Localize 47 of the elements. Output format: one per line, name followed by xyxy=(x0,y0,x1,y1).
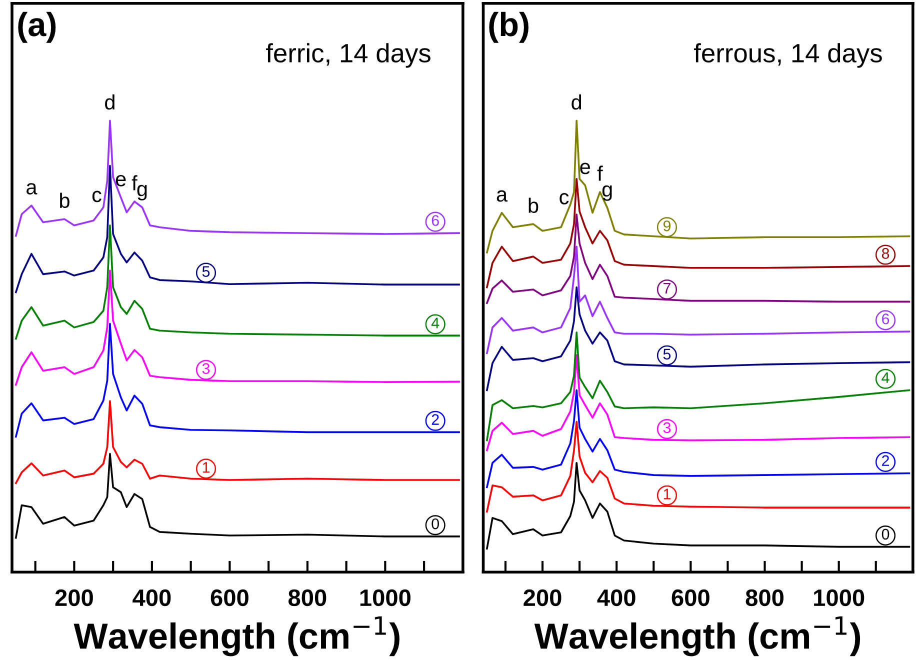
x-tick-label: 400 xyxy=(132,589,171,606)
series-label: 6 xyxy=(882,313,890,324)
chart-subtitle: ferrous, 14 days xyxy=(694,43,882,68)
annotation: c xyxy=(560,193,569,204)
series-label: 5 xyxy=(202,266,210,277)
annotation: c xyxy=(92,190,102,202)
x-tick-label: 200 xyxy=(524,589,562,606)
annotation: d xyxy=(105,94,114,110)
series-label: 8 xyxy=(882,248,890,259)
series-label: 1 xyxy=(664,488,670,500)
annotation: b xyxy=(528,198,538,213)
annotation: g xyxy=(137,184,147,200)
series-label: 4 xyxy=(431,318,440,328)
annotation: a xyxy=(26,183,38,194)
annotation: e xyxy=(580,162,590,174)
series-label: 4 xyxy=(882,372,890,383)
series-label: 6 xyxy=(432,215,439,226)
x-tick-label: 400 xyxy=(597,589,636,606)
series-label: 9 xyxy=(663,220,671,232)
series-label: 5 xyxy=(663,348,671,360)
annotation: a xyxy=(496,190,508,202)
series-label: 0 xyxy=(432,518,439,530)
x-tick-label: 600 xyxy=(210,589,248,606)
annotation: b xyxy=(60,192,70,208)
x-axis-title: Wavelength (cm$^{−1}$) xyxy=(74,616,400,656)
annotation: d xyxy=(572,94,582,110)
annotation: f xyxy=(597,166,603,181)
annotation: g xyxy=(602,185,612,201)
chart-subtitle: ferric, 14 days xyxy=(266,43,430,68)
series-label: 1 xyxy=(202,462,210,473)
x-tick-label: 200 xyxy=(55,589,93,606)
series-label: 0 xyxy=(882,528,890,540)
series-label: 3 xyxy=(663,422,671,434)
x-tick-label: 800 xyxy=(746,589,784,606)
x-tick-label: 1000 xyxy=(814,589,864,606)
series-label: 2 xyxy=(882,455,889,466)
annotation: e xyxy=(116,174,126,186)
chart-title: (a) xyxy=(18,12,56,43)
x-tick-label: 1000 xyxy=(360,589,410,606)
x-axis-title: Wavelength (cm$^{−1}$) xyxy=(534,616,860,656)
series-label: 3 xyxy=(202,363,210,374)
chart-title: (b) xyxy=(489,12,528,43)
series-label: 2 xyxy=(432,414,439,425)
x-tick-label: 600 xyxy=(672,589,710,606)
annotation: f xyxy=(132,175,138,190)
x-tick-label: 800 xyxy=(288,589,326,606)
series-label: 7 xyxy=(664,282,670,294)
